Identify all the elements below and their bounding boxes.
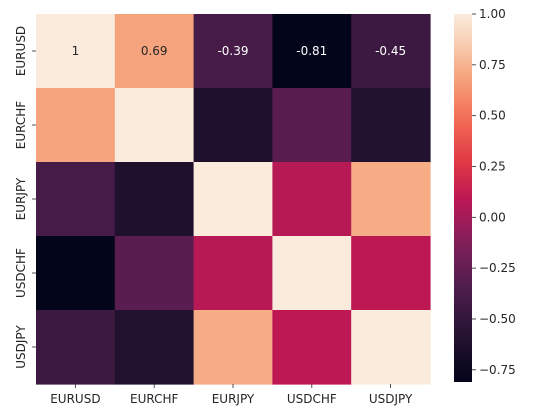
heatmap-cell [36, 88, 116, 163]
heatmap-cell [193, 88, 273, 163]
heatmap-cell [114, 236, 195, 311]
heatmap-cell [193, 162, 273, 237]
heatmap-cell [114, 14, 195, 89]
heatmap-cell [351, 162, 431, 237]
y-tick-label: USDJPY [14, 325, 28, 369]
y-tick-label: EURCHF [14, 101, 28, 150]
y-tick-label: USDCHF [14, 248, 28, 298]
x-tick-label: EURJPY [212, 392, 255, 406]
heatmap-cells [36, 14, 431, 385]
heatmap-cell [272, 14, 352, 89]
x-tick-label: USDJPY [369, 392, 413, 406]
heatmap-cell [351, 310, 431, 385]
x-tick-label: EURCHF [130, 392, 179, 406]
colorbar-gradient [454, 14, 472, 382]
heatmap-cell [193, 236, 273, 311]
colorbar-tick-label: 0.50 [479, 109, 506, 123]
colorbar-tick-label: −0.25 [479, 261, 516, 275]
heatmap-cell [114, 162, 195, 237]
y-axis-ticks: EURUSD EURCHF EURJPY USDCHF USDJPY [14, 26, 36, 369]
colorbar-tick-label: 0.25 [479, 159, 506, 173]
cell-annotation: -0.81 [296, 44, 327, 58]
heatmap-cell [114, 310, 195, 385]
cell-annotation: 0.69 [141, 44, 168, 58]
heatmap-cell [193, 14, 273, 89]
heatmap-cell [351, 236, 431, 311]
heatmap-cell [36, 162, 116, 237]
x-axis-ticks: EURUSD EURCHF EURJPY USDCHF USDJPY [50, 384, 413, 406]
y-tick-label: EURUSD [14, 26, 28, 76]
x-tick-label: USDCHF [287, 392, 337, 406]
cell-annotations: 1 0.69 -0.39 -0.81 -0.45 [72, 44, 407, 58]
colorbar-tick-label: −0.75 [479, 363, 516, 377]
heatmap-cell [114, 88, 195, 163]
heatmap-cell [272, 88, 352, 163]
x-tick-label: EURUSD [50, 392, 100, 406]
heatmap-cell [272, 236, 352, 311]
y-tick-label: EURJPY [14, 177, 28, 220]
heatmap-cell [272, 310, 352, 385]
heatmap-cell [272, 162, 352, 237]
heatmap-cell [36, 236, 116, 311]
heatmap-cell [351, 14, 431, 89]
heatmap-cell [36, 310, 116, 385]
heatmap-cell [193, 310, 273, 385]
heatmap-cell [351, 88, 431, 163]
heatmap-cell [36, 14, 116, 89]
colorbar-tick-label: 0.75 [479, 58, 506, 72]
cell-annotation: 1 [72, 44, 80, 58]
cell-annotation: -0.45 [375, 44, 406, 58]
colorbar-tick-label: 1.00 [479, 7, 506, 21]
colorbar-tick-label: 0.00 [479, 210, 506, 224]
cell-annotation: -0.39 [217, 44, 248, 58]
colorbar: 1.00 0.75 0.50 0.25 0.00 −0.25 −0.50 −0.75 [454, 7, 516, 382]
colorbar-tick-label: −0.50 [479, 312, 516, 326]
